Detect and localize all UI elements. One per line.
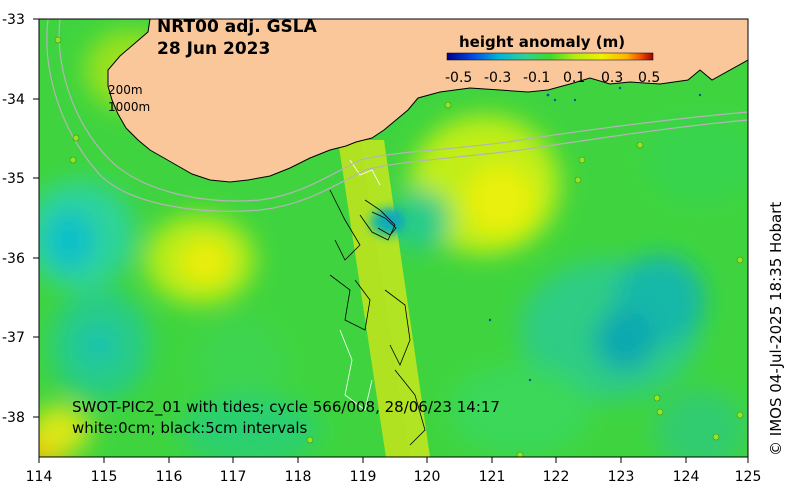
x-tick-label: 123: [608, 469, 635, 485]
x-tick-label: 116: [156, 469, 183, 485]
x-tick-label: 118: [285, 469, 312, 485]
x-tick-label: 115: [91, 469, 118, 485]
y-tick-label: -35: [2, 171, 25, 187]
x-tick-label: 120: [414, 469, 441, 485]
map-date: 28 Jun 2023: [157, 39, 270, 59]
colorbar-ramp: [446, 52, 654, 61]
x-tick-label: 119: [350, 469, 377, 485]
colorbar-tick-1: -0.5: [445, 70, 472, 86]
y-axis: -33 -34 -35 -36 -37 -38: [2, 12, 39, 426]
colorbar-tick-6: 0.5: [638, 70, 660, 86]
y-tick-label: -37: [2, 330, 25, 346]
colorbar-title: height anomaly (m): [459, 33, 625, 51]
x-axis: 114 115 116 117 118 119 120 121 122 123 …: [26, 457, 762, 485]
x-tick-label: 121: [479, 469, 506, 485]
surface-dots: [488, 86, 702, 382]
plot-frame: [38, 18, 749, 458]
swot-contour-info: white:0cm; black:5cm intervals: [72, 419, 308, 437]
colorbar-tick-2: -0.3: [484, 70, 511, 86]
x-tick-label: 122: [543, 469, 570, 485]
colorbar-tick-5: 0.3: [601, 70, 623, 86]
y-tick-label: -36: [2, 251, 25, 267]
y-tick-label: -38: [2, 410, 25, 426]
map-title: NRT00 adj. GSLA: [157, 17, 318, 37]
colorbar-tick-3: -0.1: [523, 70, 550, 86]
colorbar-tick-4: 0.1: [563, 70, 585, 86]
x-tick-label: 114: [26, 469, 53, 485]
swot-pass-info: SWOT-PIC2_01 with tides; cycle 566/008, …: [72, 398, 500, 417]
x-tick-label: 125: [735, 469, 762, 485]
isobath-label-1000m: 1000m: [108, 100, 150, 114]
x-tick-label: 124: [673, 469, 700, 485]
plot-area: [39, 19, 748, 457]
swot-swath: [329, 140, 430, 457]
x-tick-label: 117: [220, 469, 247, 485]
credit-text: © IMOS 04-Jul-2025 18:35 Hobart: [767, 202, 785, 456]
y-tick-label: -34: [2, 92, 25, 108]
y-tick-label: -33: [2, 12, 25, 28]
along-track-dots: [54, 36, 744, 457]
colorbar: height anomaly (m) -0.5 -0.3 -0.1 0.1 0.…: [445, 33, 660, 86]
isobaths: [46, 19, 748, 212]
isobath-label-200m: 200m: [108, 83, 143, 97]
